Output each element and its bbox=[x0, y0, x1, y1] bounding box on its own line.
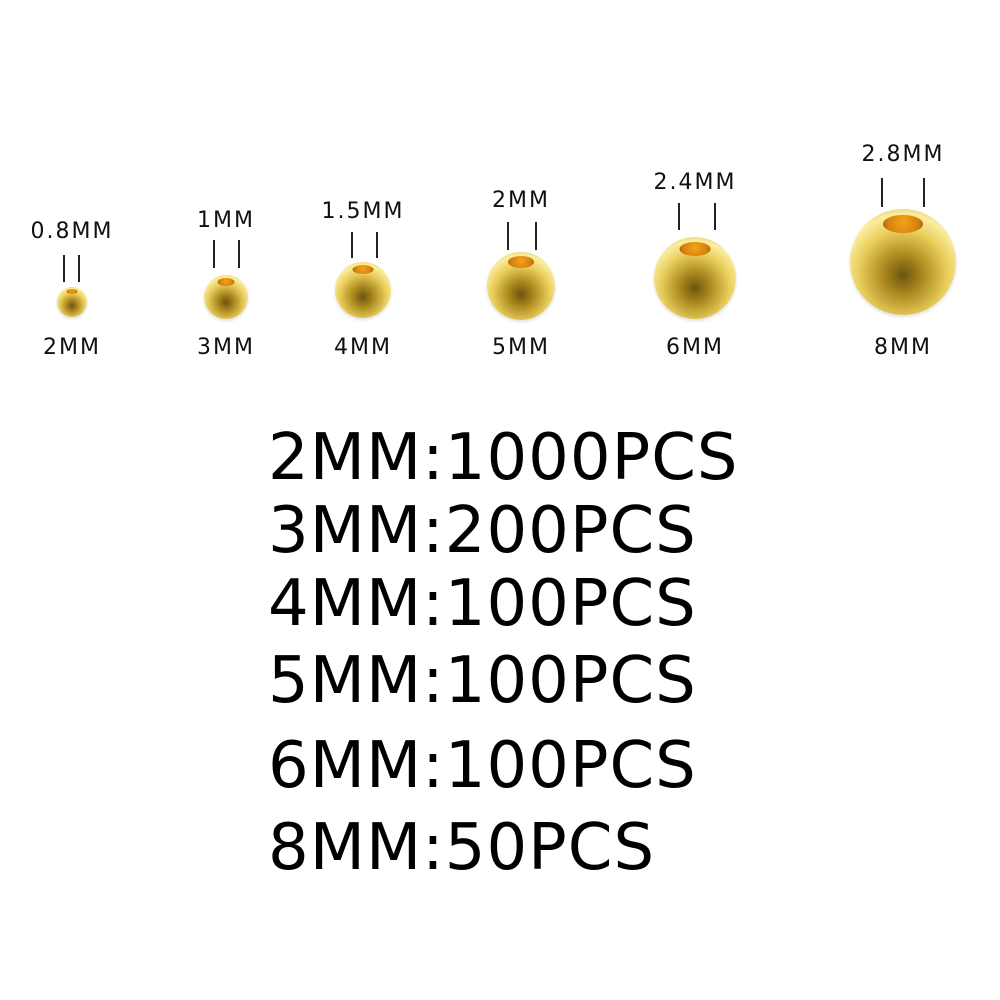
hole-dimension-tick bbox=[881, 178, 883, 207]
bead-size-label: 5MM bbox=[492, 335, 550, 360]
hole-dimension-tick bbox=[213, 240, 215, 268]
hole-dimension-tick bbox=[78, 255, 80, 282]
hole-size-label: 2.4MM bbox=[653, 170, 737, 195]
hole-dimension-tick bbox=[714, 203, 716, 230]
gold-bead bbox=[57, 287, 87, 317]
quantity-line: 8MM:50PCS bbox=[268, 811, 656, 885]
hole-dimension-tick bbox=[238, 240, 240, 268]
bead-size-label: 8MM bbox=[874, 335, 932, 360]
gold-bead bbox=[654, 237, 736, 319]
hole-size-label: 1MM bbox=[197, 208, 255, 233]
quantity-line: 6MM:100PCS bbox=[268, 729, 697, 803]
quantity-line: 3MM:200PCS bbox=[268, 494, 697, 568]
quantity-line: 2MM:1000PCS bbox=[268, 421, 739, 495]
bead-size-label: 2MM bbox=[43, 335, 101, 360]
hole-dimension-tick bbox=[63, 255, 65, 282]
hole-size-label: 1.5MM bbox=[321, 199, 405, 224]
hole-dimension-tick bbox=[507, 222, 509, 250]
hole-size-label: 2.8MM bbox=[861, 142, 945, 167]
bead-hole bbox=[883, 215, 923, 233]
quantity-line: 5MM:100PCS bbox=[268, 644, 697, 718]
gold-bead bbox=[850, 209, 956, 315]
bead-hole bbox=[66, 289, 78, 294]
bead-hole bbox=[679, 242, 711, 256]
hole-size-label: 0.8MM bbox=[30, 219, 114, 244]
hole-dimension-tick bbox=[923, 178, 925, 207]
bead-size-label: 6MM bbox=[666, 335, 724, 360]
quantity-line: 4MM:100PCS bbox=[268, 567, 697, 641]
hole-dimension-tick bbox=[351, 232, 353, 258]
hole-dimension-tick bbox=[376, 232, 378, 258]
hole-size-label: 2MM bbox=[492, 188, 550, 213]
bead-hole bbox=[217, 278, 235, 286]
hole-dimension-tick bbox=[678, 203, 680, 230]
bead-hole bbox=[352, 265, 374, 274]
bead-size-label: 3MM bbox=[197, 335, 255, 360]
gold-bead bbox=[335, 262, 391, 318]
gold-bead bbox=[204, 275, 248, 319]
hole-dimension-tick bbox=[535, 222, 537, 250]
bead-hole bbox=[508, 256, 534, 268]
bead-size-label: 4MM bbox=[334, 335, 392, 360]
gold-bead bbox=[487, 252, 555, 320]
